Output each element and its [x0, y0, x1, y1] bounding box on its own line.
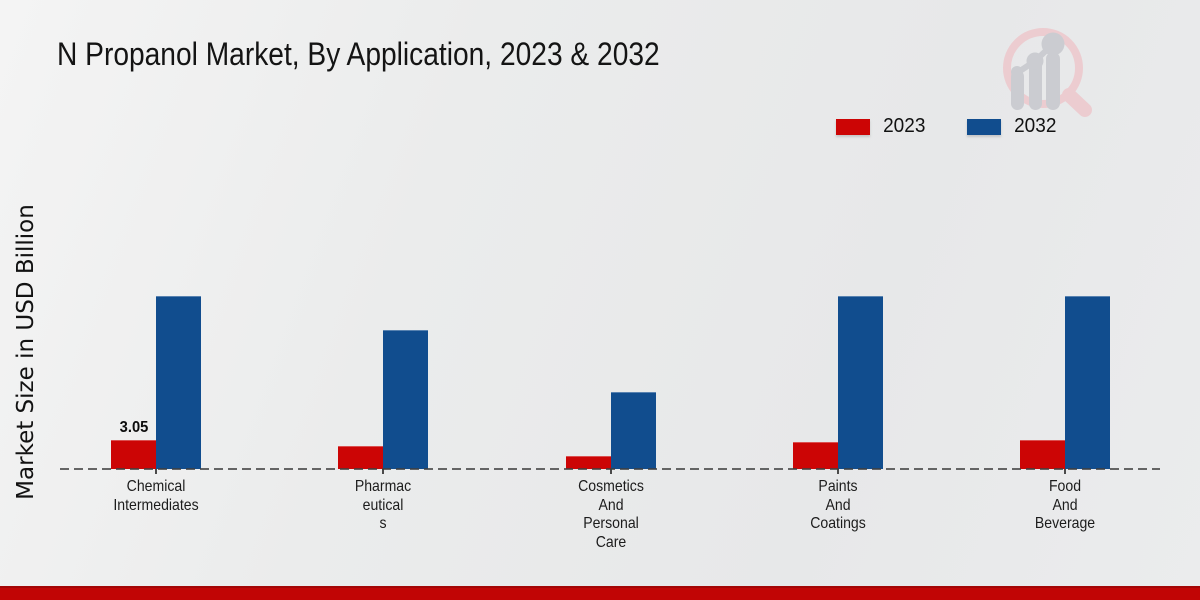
bar-value-label: 3.05: [119, 419, 148, 436]
x-axis-baseline: [60, 468, 1160, 470]
legend-swatch-2023: [836, 118, 870, 135]
bar-2023-cat1: [338, 446, 383, 469]
footer-band: [0, 586, 1200, 600]
legend-swatch-2032: [966, 118, 1001, 135]
chart-title: N Propanol Market, By Application, 2023 …: [57, 36, 660, 72]
x-axis-tick: [382, 469, 384, 474]
x-axis-category-label: Paints And Coatings: [810, 478, 866, 532]
bar-2023-cat0: [111, 440, 156, 469]
x-axis-tick: [155, 469, 157, 474]
magnifier-icon: [1003, 28, 1092, 117]
bar-2023-cat2: [566, 456, 611, 469]
legend-item-2023: 2023: [836, 115, 927, 138]
bar-chart-icon: [1011, 32, 1065, 110]
legend: 2023 2032: [836, 115, 1057, 138]
x-axis-category-label: Pharmac eutical s: [354, 478, 412, 532]
x-axis-tick: [1064, 469, 1066, 474]
bar-2032-cat1: [383, 330, 428, 469]
bar-2023-cat4: [1020, 440, 1065, 469]
x-axis-tick: [610, 469, 612, 474]
x-axis-category-label: Chemical Intermediates: [113, 478, 199, 514]
bar-2032-cat4: [1065, 296, 1110, 469]
legend-label-2032: 2032: [1013, 115, 1056, 137]
watermark-logo: [1003, 28, 1092, 117]
bar-2032-cat2: [611, 392, 656, 469]
bar-2023-cat3: [793, 442, 838, 469]
legend-label-2023: 2023: [883, 115, 926, 137]
x-axis-category-label: Cosmetics And Personal Care: [578, 478, 644, 551]
x-axis-category-label: Food And Beverage: [1034, 478, 1096, 532]
bar-2032-cat0: [156, 296, 201, 469]
legend-item-2032: 2032: [966, 115, 1058, 138]
x-axis-tick: [837, 469, 839, 474]
bar-2032-cat3: [838, 296, 883, 469]
